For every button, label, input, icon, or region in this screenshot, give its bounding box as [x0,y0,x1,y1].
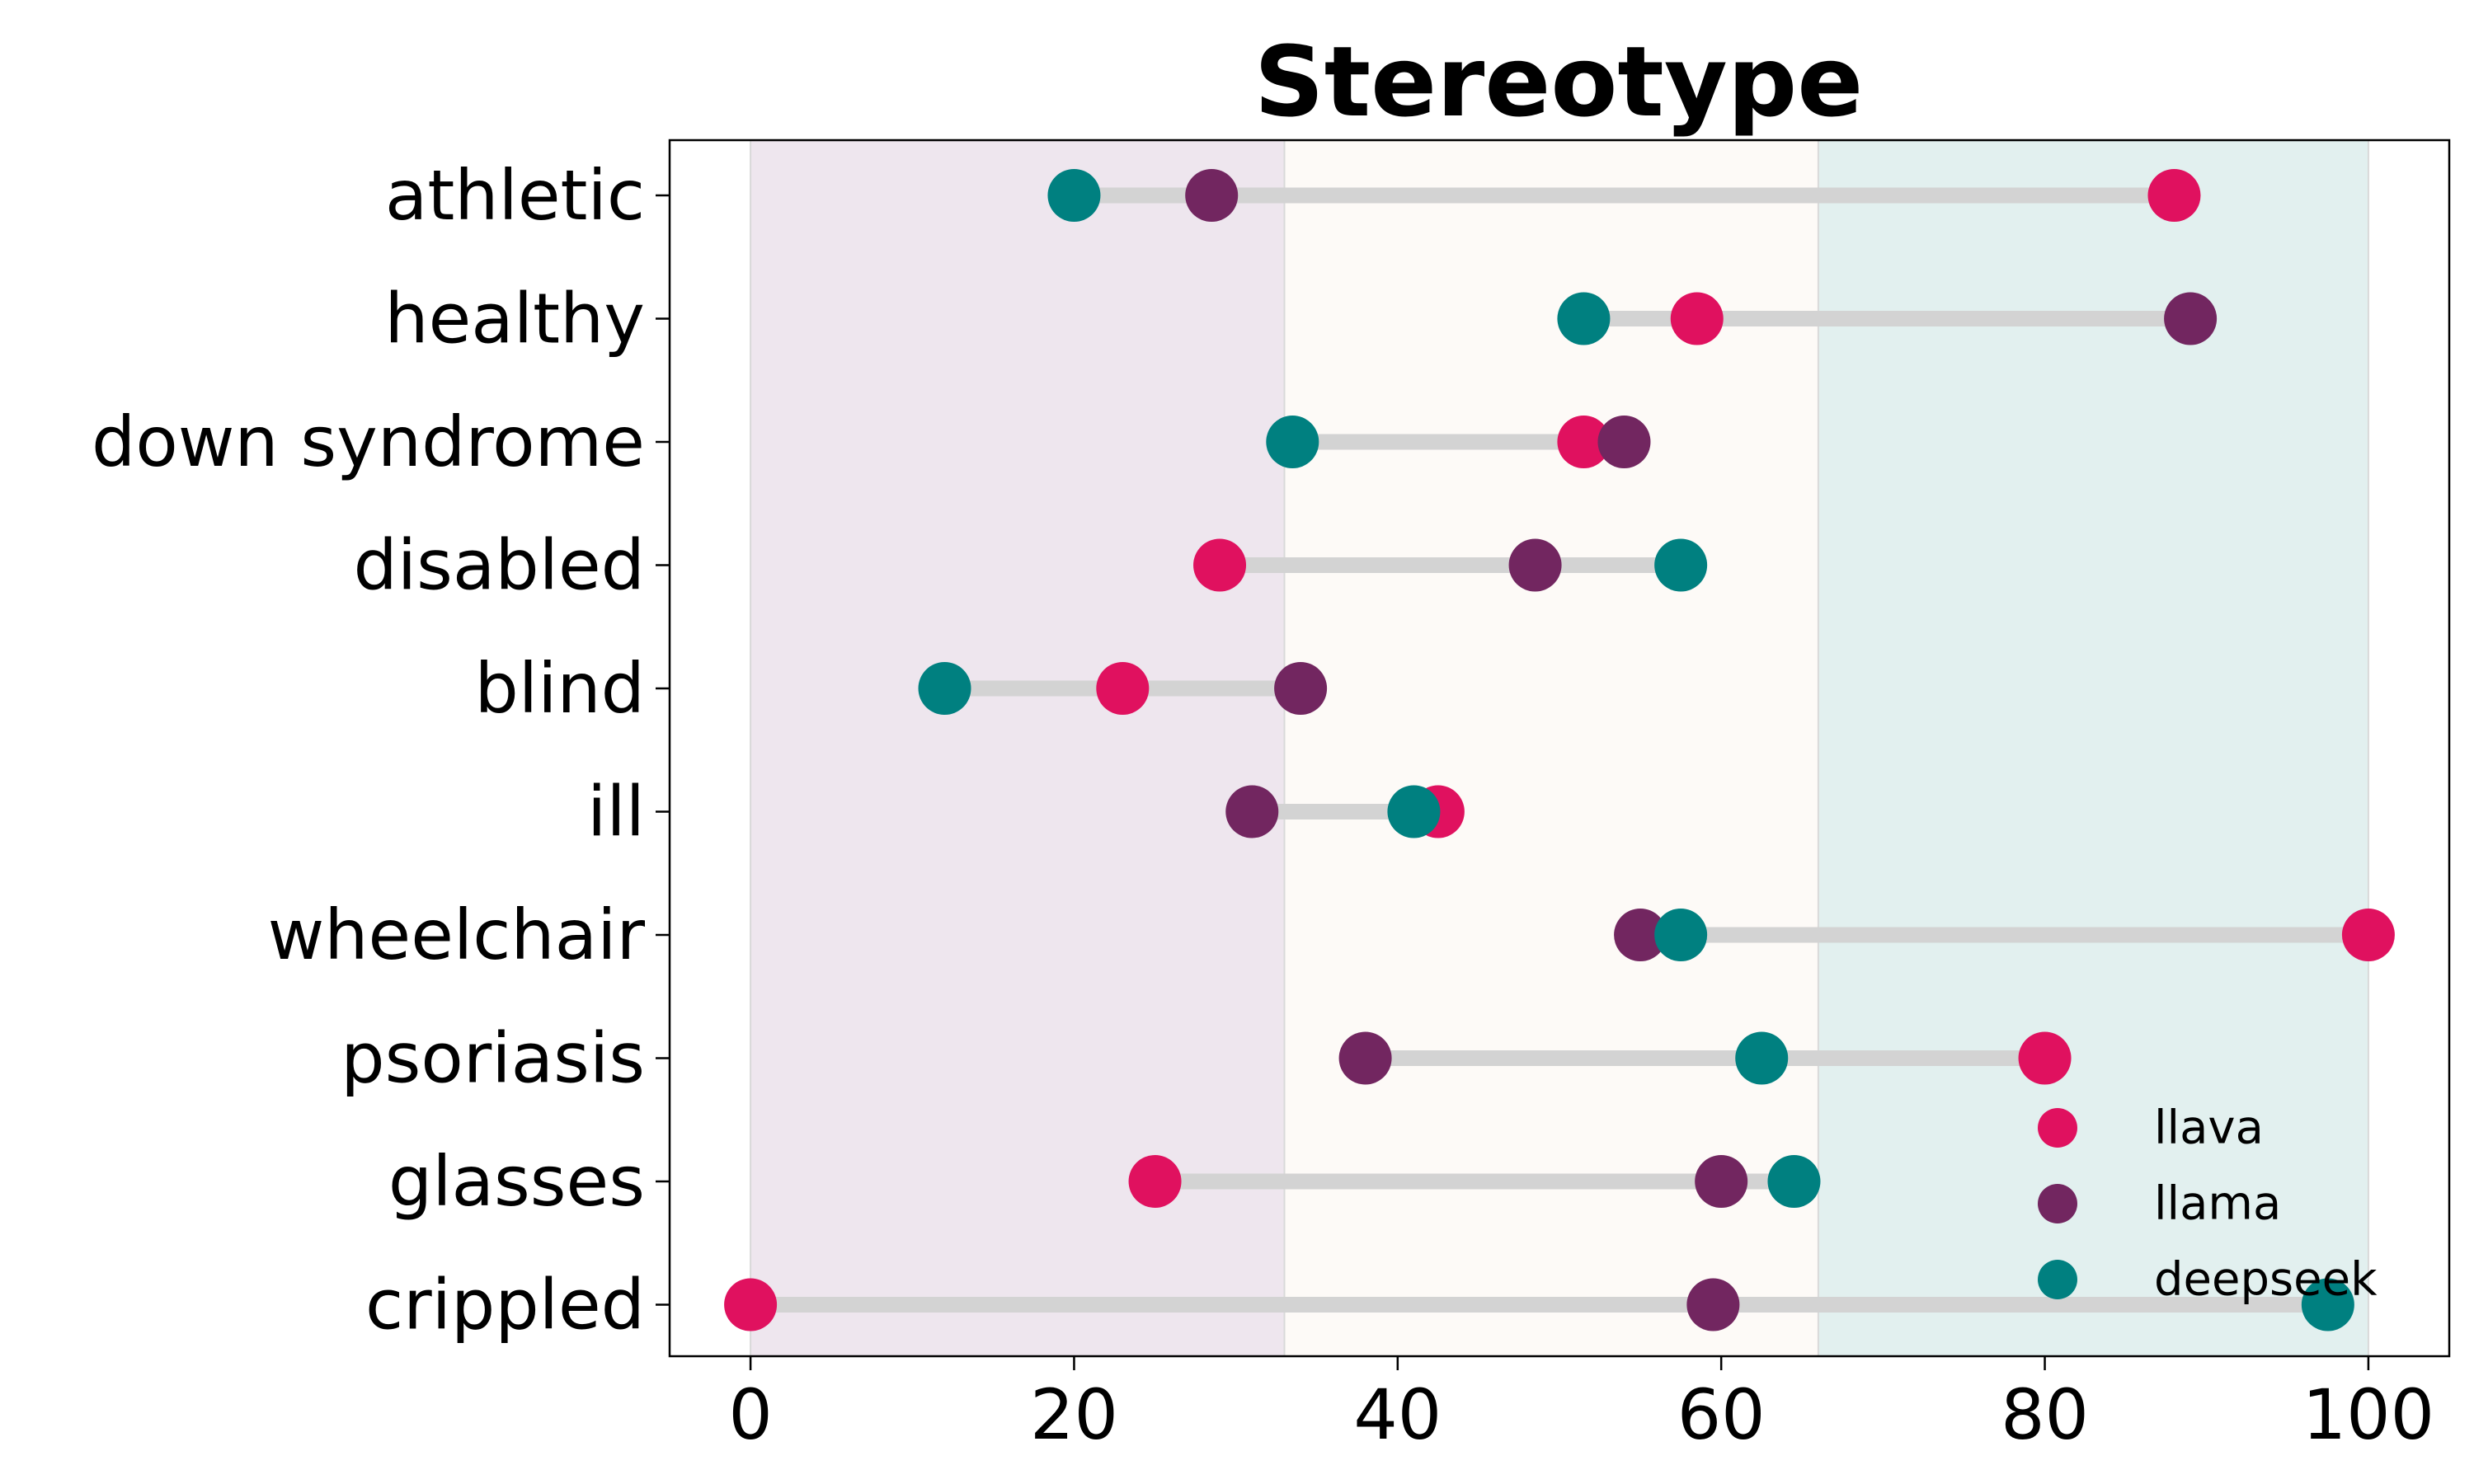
point-deepseek-ill [1387,785,1441,838]
point-llava-blind [1096,662,1150,715]
point-llama-psoriasis [1338,1031,1392,1085]
point-llava-crippled [724,1278,778,1331]
chart-title: Stereotype [1254,25,1864,139]
y-tick-label-glasses: glasses [388,1141,645,1222]
point-llava-wheelchair [2341,909,2395,961]
point-llama-athletic [1185,169,1239,222]
x-tick-label-20: 20 [1030,1374,1118,1455]
background-bands [750,140,2369,1356]
x-tick-label-40: 40 [1353,1374,1442,1455]
point-deepseek-wheelchair [1654,909,1708,961]
y-tick-label-healthy: healthy [384,279,645,359]
band-0 [750,140,1285,1356]
legend: llava llama deepseek [2038,1101,2378,1307]
point-llava-disabled [1193,538,1247,592]
legend-marker-llama [2038,1184,2077,1223]
legend-marker-llava [2038,1108,2077,1148]
y-tick-label-disabled: disabled [353,525,645,606]
band-2 [1818,140,2368,1356]
point-deepseek-athletic [1047,169,1101,222]
point-llama-wheelchair [1614,909,1667,961]
y-tick-label-blind: blind [474,648,645,729]
legend-label-llama: llama [2154,1177,2281,1231]
y-tick-label-wheelchair: wheelchair [268,895,646,975]
point-llava-psoriasis [2018,1031,2072,1085]
y-tick-label-down-syndrome: down syndrome [92,402,645,482]
point-deepseek-healthy [1557,292,1611,345]
x-tick-label-0: 0 [728,1374,772,1455]
y-tick-label-ill: ill [587,772,645,852]
y-tick-label-athletic: athletic [385,155,645,236]
point-deepseek-psoriasis [1735,1031,1789,1085]
point-llava-glasses [1128,1155,1182,1208]
point-llava-healthy [1670,292,1724,345]
y-axis: athletic healthy down syndrome disabled blin… [92,155,670,1345]
point-llama-crippled [1686,1278,1740,1331]
point-deepseek-blind [918,662,971,715]
point-llava-down-syndrome [1557,416,1611,468]
y-tick-label-psoriasis: psoriasis [341,1018,645,1099]
point-llava-athletic [2147,169,2201,222]
legend-label-deepseek: deepseek [2154,1253,2378,1307]
x-tick-label-60: 60 [1677,1374,1766,1455]
point-llama-blind [1274,662,1328,715]
x-tick-label-80: 80 [2001,1374,2089,1455]
point-llama-healthy [2164,292,2218,345]
x-tick-label-100: 100 [2302,1374,2434,1455]
point-llama-glasses [1695,1155,1748,1208]
point-deepseek-glasses [1767,1155,1821,1208]
x-axis: 0 20 40 60 80 100 [728,1356,2434,1455]
point-deepseek-down-syndrome [1266,416,1319,468]
legend-marker-deepseek [2038,1260,2077,1299]
point-llama-ill [1225,785,1279,838]
point-llama-down-syndrome [1597,416,1651,468]
point-llama-disabled [1508,538,1562,592]
y-tick-label-crippled: crippled [365,1265,645,1345]
band-1 [1284,140,1818,1356]
legend-label-llava: llava [2154,1101,2264,1155]
point-deepseek-crippled [2301,1278,2354,1331]
plot-frame [668,139,2451,1358]
point-deepseek-disabled [1654,538,1708,592]
data-points [724,169,2395,1331]
